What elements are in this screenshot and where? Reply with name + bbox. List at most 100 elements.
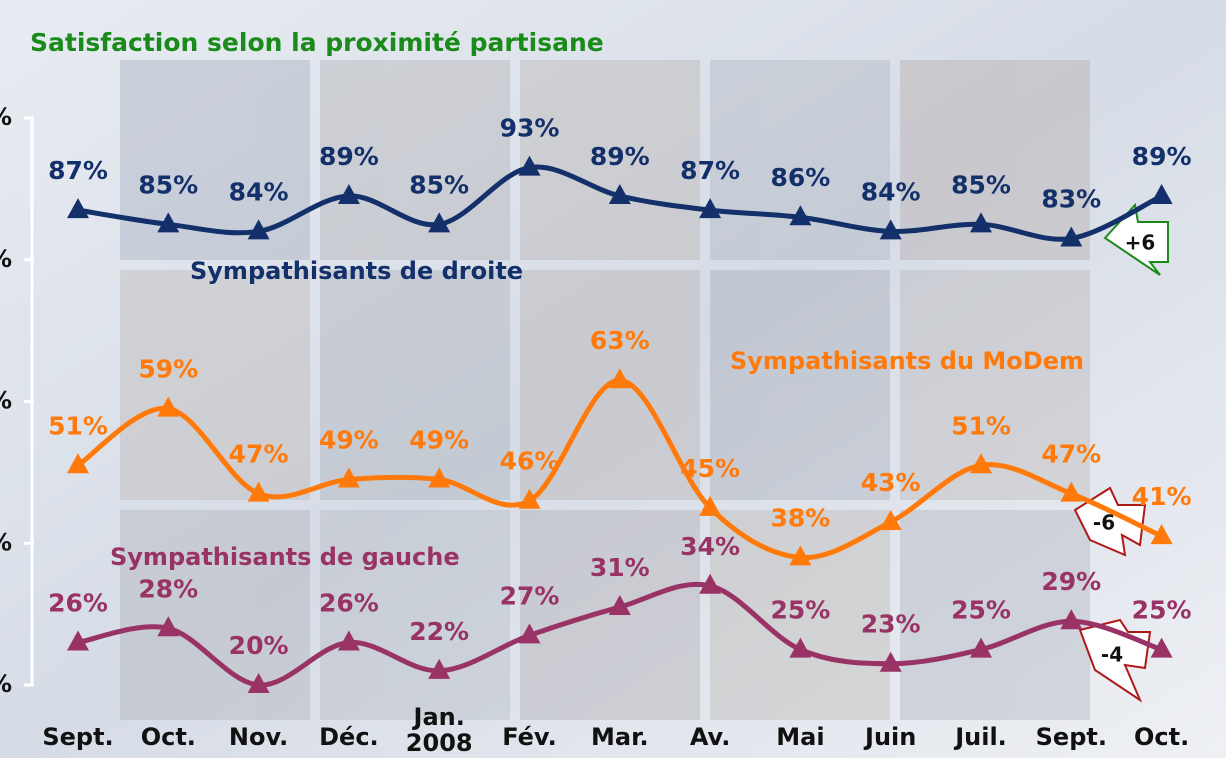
y-tick-label: 20%: [0, 670, 12, 698]
y-tick-label: 40%: [0, 528, 12, 556]
data-label: 89%: [1132, 142, 1192, 171]
marker: [879, 651, 902, 672]
marker: [879, 509, 902, 530]
data-label: 47%: [229, 440, 289, 469]
x-tick-label: Nov.: [229, 723, 288, 751]
marker: [337, 630, 360, 651]
marker: [1150, 183, 1173, 204]
data-label: 51%: [48, 411, 108, 440]
data-label: 83%: [1041, 184, 1101, 213]
marker: [337, 183, 360, 204]
y-tick-label: 60%: [0, 387, 12, 415]
marker: [1060, 481, 1083, 502]
marker: [879, 219, 902, 240]
x-tick-label: Mai: [776, 723, 824, 751]
x-tick-label: Juin: [863, 723, 916, 751]
x-tick-label: Déc.: [319, 723, 379, 751]
marker: [1150, 524, 1173, 545]
data-label: 59%: [138, 355, 198, 384]
marker: [789, 205, 812, 226]
marker: [247, 673, 270, 693]
marker: [1150, 637, 1173, 658]
marker: [699, 198, 722, 219]
data-label: 85%: [138, 170, 198, 199]
marker: [970, 212, 992, 233]
marker: [428, 658, 451, 679]
marker: [518, 155, 541, 176]
data-label: 29%: [1041, 567, 1101, 596]
data-label: 86%: [770, 163, 830, 192]
marker: [699, 573, 722, 594]
marker: [157, 396, 180, 417]
x-tick-label: Oct.: [141, 723, 196, 751]
data-label: 46%: [500, 447, 560, 476]
series-name: Sympathisants de droite: [190, 257, 523, 285]
marker: [789, 545, 812, 566]
chart-title: Satisfaction selon la proximité partisan…: [30, 28, 604, 57]
marker: [157, 212, 180, 233]
data-label: 84%: [229, 177, 289, 206]
marker: [970, 637, 992, 658]
marker: [67, 453, 89, 474]
marker: [157, 616, 180, 637]
data-label: 89%: [590, 142, 650, 171]
data-label: 85%: [951, 170, 1011, 199]
data-label: 20%: [229, 631, 289, 660]
marker: [1060, 226, 1083, 247]
marker: [789, 637, 812, 658]
data-label: 38%: [770, 503, 830, 532]
annotation: -4: [1101, 643, 1123, 667]
x-tick-label: Av.: [690, 723, 731, 751]
marker: [1060, 609, 1083, 630]
data-label: 49%: [409, 425, 469, 454]
y-tick-label: 100%: [0, 103, 12, 131]
marker: [518, 623, 541, 644]
data-label: 93%: [500, 114, 560, 143]
data-label: 25%: [951, 596, 1011, 625]
x-tick-label: Fév.: [502, 723, 557, 751]
data-label: 51%: [951, 411, 1011, 440]
data-label: 34%: [680, 532, 740, 561]
marker: [608, 368, 631, 389]
marker: [428, 467, 451, 488]
data-label: 85%: [409, 170, 469, 199]
marker: [518, 488, 541, 509]
marker: [608, 595, 631, 616]
data-label: 47%: [1041, 440, 1101, 469]
x-tick-label: Sept.: [1036, 723, 1107, 751]
data-label: 26%: [319, 588, 379, 617]
marker: [699, 495, 722, 516]
marker: [428, 212, 451, 233]
data-label: 89%: [319, 142, 379, 171]
marker: [337, 467, 360, 488]
data-label: 49%: [319, 425, 379, 454]
data-label: 87%: [680, 156, 740, 185]
data-label: 87%: [48, 156, 108, 185]
marker: [608, 183, 631, 204]
data-label: 25%: [1132, 596, 1192, 625]
data-label: 31%: [590, 553, 650, 582]
x-tick-part: 2008: [406, 729, 473, 757]
data-label: 22%: [409, 617, 469, 646]
data-label: 84%: [861, 177, 921, 206]
data-label: 27%: [500, 581, 560, 610]
photo-collage: [120, 60, 1090, 720]
x-tick-label: Mar.: [591, 723, 649, 751]
data-label: 26%: [48, 588, 108, 617]
x-tick-label: Oct.: [1134, 723, 1189, 751]
data-label: 43%: [861, 468, 921, 497]
marker: [247, 219, 270, 240]
data-label: 28%: [138, 574, 198, 603]
marker: [970, 453, 992, 474]
x-tick-label: Sept.: [42, 723, 113, 751]
annotation: +6: [1125, 231, 1156, 255]
series-name: Sympathisants de gauche: [110, 543, 460, 571]
marker: [67, 198, 89, 219]
x-tick-part: Jan.: [412, 703, 465, 731]
data-label: 25%: [770, 596, 830, 625]
marker: [247, 481, 270, 502]
data-label: 41%: [1132, 482, 1192, 511]
y-tick-label: 80%: [0, 245, 12, 273]
